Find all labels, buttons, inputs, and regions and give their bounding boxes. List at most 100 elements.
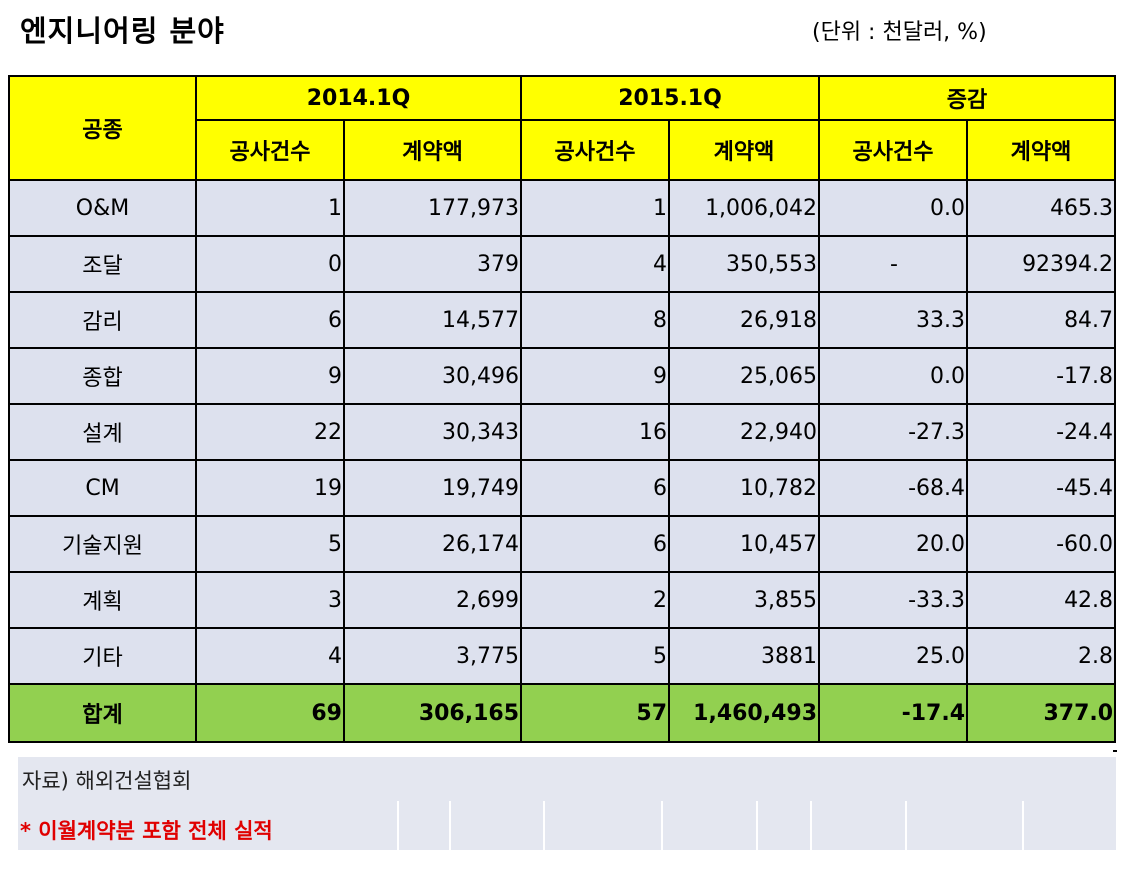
- count-2015: 6: [520, 515, 671, 573]
- count-2014: 6: [195, 291, 345, 349]
- row-label: 종합: [8, 347, 197, 405]
- table-row: 설계 22 30,343 16 22,940 -27.3 -24.4: [8, 403, 1117, 461]
- engineering-table: 공종 2014.1Q 2015.1Q 증감 공사건수 계약액 공사건수 계약액 …: [8, 75, 1117, 743]
- count-2015: 4: [520, 235, 671, 293]
- total-row: 합계 69 306,165 57 1,460,493 -17.4 377.0: [8, 683, 1117, 743]
- page-title: 엔지니어링 분야: [20, 14, 225, 48]
- grid-divider: [543, 801, 545, 850]
- table-row: O&M 1 177,973 1 1,006,042 0.0 465.3: [8, 179, 1117, 237]
- count-change: 0.0: [818, 179, 969, 237]
- amount-2015: 10,457: [668, 515, 821, 573]
- amount-change: 42.8: [966, 571, 1117, 629]
- table-row: 계획 3 2,699 2 3,855 -33.3 42.8: [8, 571, 1117, 629]
- amount-change: 2.8: [966, 627, 1117, 685]
- grid-divider: [756, 801, 758, 850]
- count-2015: 8: [520, 291, 671, 349]
- row-label: 감리: [8, 291, 197, 349]
- amount-2014: 14,577: [342, 291, 523, 349]
- amount-2014: 19,749: [342, 459, 523, 517]
- row-label: O&M: [8, 179, 197, 237]
- count-2015: 9: [520, 347, 671, 405]
- amount-change: -60.0: [966, 515, 1117, 573]
- count-2014: 3: [195, 571, 345, 629]
- header-count-change: 공사건수: [818, 119, 969, 181]
- amount-2014: 177,973: [342, 179, 523, 237]
- total-count-2014: 69: [195, 683, 345, 743]
- amount-change: 465.3: [966, 179, 1117, 237]
- amount-change: -17.8: [966, 347, 1117, 405]
- table-row: 기술지원 5 26,174 6 10,457 20.0 -60.0: [8, 515, 1117, 573]
- amount-2014: 2,699: [342, 571, 523, 629]
- grid-divider: [1022, 801, 1024, 850]
- total-label: 합계: [8, 683, 197, 743]
- amount-change: -24.4: [966, 403, 1117, 461]
- amount-2014: 3,775: [342, 627, 523, 685]
- count-change: 25.0: [818, 627, 969, 685]
- count-2015: 2: [520, 571, 671, 629]
- count-change: -33.3: [818, 571, 969, 629]
- count-2014: 5: [195, 515, 345, 573]
- grid-divider: [661, 801, 663, 850]
- row-label: 기타: [8, 627, 197, 685]
- total-count-2015: 57: [520, 683, 671, 743]
- amount-2015: 3881: [668, 627, 821, 685]
- amount-2015: 26,918: [668, 291, 821, 349]
- amount-2014: 30,496: [342, 347, 523, 405]
- amount-2014: 26,174: [342, 515, 523, 573]
- count-change: -68.4: [818, 459, 969, 517]
- row-label: 설계: [8, 403, 197, 461]
- count-2015: 1: [520, 179, 671, 237]
- amount-2015: 3,855: [668, 571, 821, 629]
- total-amount-2015: 1,460,493: [668, 683, 821, 743]
- border-tick: [1113, 750, 1117, 752]
- total-amount-change: 377.0: [966, 683, 1117, 743]
- grid-divider: [810, 801, 812, 850]
- count-2015: 6: [520, 459, 671, 517]
- grid-divider: [905, 801, 907, 850]
- amount-2015: 1,006,042: [668, 179, 821, 237]
- table-row: 감리 6 14,577 8 26,918 33.3 84.7: [8, 291, 1117, 349]
- count-change: -27.3: [818, 403, 969, 461]
- header-count-2015: 공사건수: [520, 119, 671, 181]
- count-2014: 22: [195, 403, 345, 461]
- count-2015: 16: [520, 403, 671, 461]
- header-amount-change: 계약액: [966, 119, 1117, 181]
- header-count-2014: 공사건수: [195, 119, 345, 181]
- amount-2015: 22,940: [668, 403, 821, 461]
- row-label: 기술지원: [8, 515, 197, 573]
- grid-divider: [397, 801, 399, 850]
- total-amount-2014: 306,165: [342, 683, 523, 743]
- grid-divider: [449, 801, 451, 850]
- note-text: * 이월계약분 포함 전체 실적: [20, 819, 273, 843]
- count-change: 33.3: [818, 291, 969, 349]
- source-text: 자료) 해외건설협회: [22, 769, 192, 793]
- total-count-change: -17.4: [818, 683, 969, 743]
- amount-2015: 25,065: [668, 347, 821, 405]
- header-change: 증감: [818, 75, 1117, 121]
- count-2014: 4: [195, 627, 345, 685]
- amount-2015: 350,553: [668, 235, 821, 293]
- header-amount-2015: 계약액: [668, 119, 821, 181]
- unit-label: (단위 : 천달러, %): [812, 20, 987, 45]
- header-amount-2014: 계약액: [342, 119, 523, 181]
- count-change: -: [818, 235, 969, 293]
- amount-change: -45.4: [966, 459, 1117, 517]
- table-row: 조달 0 379 4 350,553 - 92394.2: [8, 235, 1117, 293]
- count-change: 0.0: [818, 347, 969, 405]
- table-row: CM 19 19,749 6 10,782 -68.4 -45.4: [8, 459, 1117, 517]
- amount-change: 92394.2: [966, 235, 1117, 293]
- header-period-2014: 2014.1Q: [194, 75, 523, 121]
- count-2014: 19: [195, 459, 345, 517]
- row-label: 계획: [8, 571, 197, 629]
- source-row: 자료) 해외건설협회: [18, 757, 1116, 801]
- note-row: * 이월계약분 포함 전체 실적: [18, 801, 1116, 850]
- amount-2014: 30,343: [342, 403, 523, 461]
- count-2014: 0: [195, 235, 345, 293]
- count-2014: 1: [195, 179, 345, 237]
- count-2014: 9: [195, 347, 345, 405]
- table-row: 기타 4 3,775 5 3881 25.0 2.8: [8, 627, 1117, 685]
- count-2015: 5: [520, 627, 671, 685]
- table-row: 종합 9 30,496 9 25,065 0.0 -17.8: [8, 347, 1117, 405]
- header-period-2015: 2015.1Q: [520, 75, 821, 121]
- amount-2014: 379: [342, 235, 523, 293]
